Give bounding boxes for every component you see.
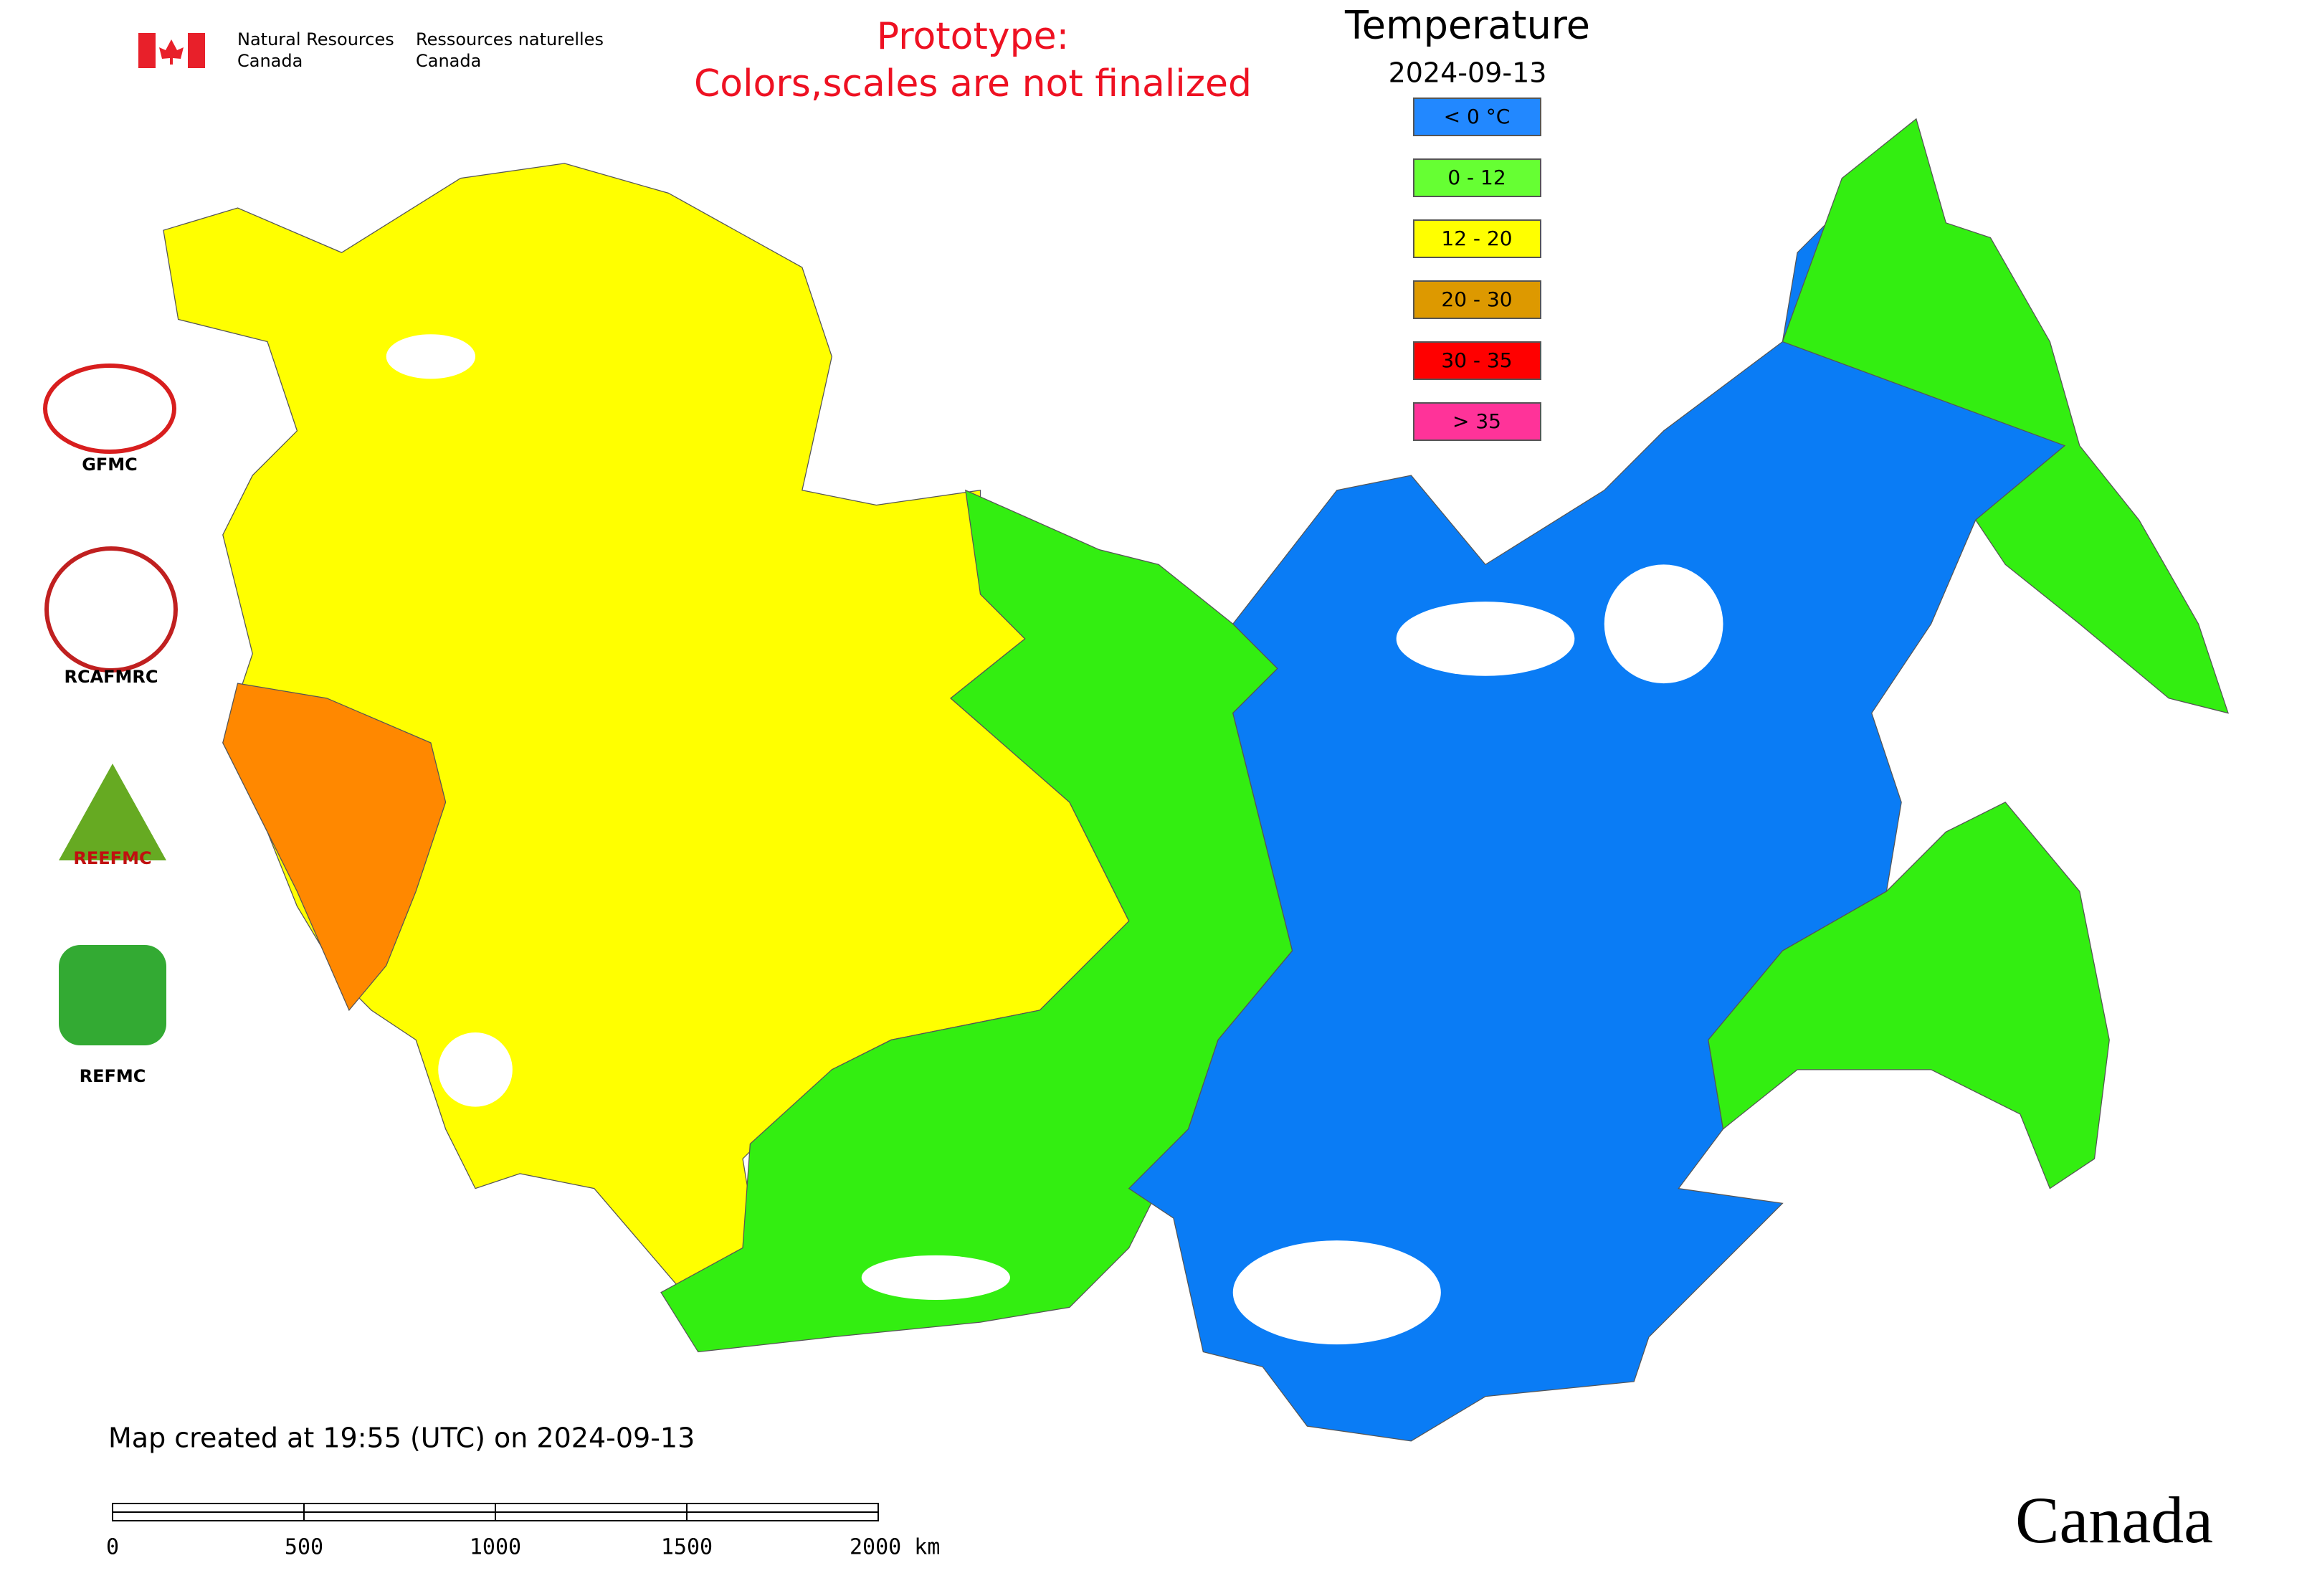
legend-label: 20 - 30 xyxy=(1441,288,1512,311)
logo-label: RCAFMRC xyxy=(64,667,158,687)
legend-swatch xyxy=(1413,158,1541,197)
legend-swatch xyxy=(1413,341,1541,380)
logo-shape xyxy=(59,945,166,1045)
scale-segment xyxy=(303,1503,496,1513)
legend-swatch xyxy=(1413,402,1541,441)
region-orange xyxy=(222,683,447,1012)
scale-label: 0 xyxy=(106,1535,119,1560)
legend-label: 0 - 12 xyxy=(1447,166,1506,189)
agency-en: Natural Resources xyxy=(237,29,394,49)
scale-segment xyxy=(495,1503,688,1513)
scale-label: 500 xyxy=(285,1535,323,1560)
logo-label: GFMC xyxy=(82,455,138,475)
agency-fr: Canada xyxy=(416,51,481,71)
logo-shape xyxy=(59,764,166,860)
legend-swatch xyxy=(1413,280,1541,319)
region-green-southeast xyxy=(1708,802,2110,1189)
scale-segment xyxy=(686,1503,879,1513)
legend-label: < 0 °C xyxy=(1444,105,1511,128)
wordmark: Canada xyxy=(2015,1483,2213,1557)
legend-swatch xyxy=(1413,219,1541,258)
scale-segment xyxy=(495,1511,688,1521)
legend-label: 30 - 35 xyxy=(1441,348,1512,372)
region-yellow xyxy=(163,163,1130,1293)
logo-label: REFMC xyxy=(80,1066,146,1086)
no-data-patches xyxy=(386,334,1723,1345)
scale-segment xyxy=(112,1503,305,1513)
scale-segment xyxy=(112,1511,305,1521)
created-note: Map created at 19:55 (UTC) on 2024-09-13 xyxy=(108,1422,695,1454)
legend-title: Temperature xyxy=(1344,3,1590,48)
logo-label: REEFMC xyxy=(73,848,151,868)
legend-date: 2024-09-13 xyxy=(1389,57,1547,89)
map xyxy=(163,118,2229,1442)
notice: Colors,scales are not finalized xyxy=(694,62,1252,105)
legend-label: 12 - 20 xyxy=(1441,227,1512,250)
notice: Prototype: xyxy=(877,15,1069,58)
scale-label: 2000 km xyxy=(850,1535,940,1560)
logo-shape xyxy=(44,546,178,673)
flag xyxy=(138,33,205,68)
scale-label: 1500 xyxy=(661,1535,713,1560)
scale-label: 1000 xyxy=(470,1535,521,1560)
legend-swatch xyxy=(1413,98,1541,136)
legend-label: > 35 xyxy=(1452,409,1501,433)
agency-en: Canada xyxy=(237,51,303,71)
logo-shape xyxy=(43,364,176,454)
scale-segment xyxy=(686,1511,879,1521)
region-green-east xyxy=(1782,118,2229,714)
agency-fr: Ressources naturelles xyxy=(416,29,604,49)
scale-segment xyxy=(303,1511,496,1521)
